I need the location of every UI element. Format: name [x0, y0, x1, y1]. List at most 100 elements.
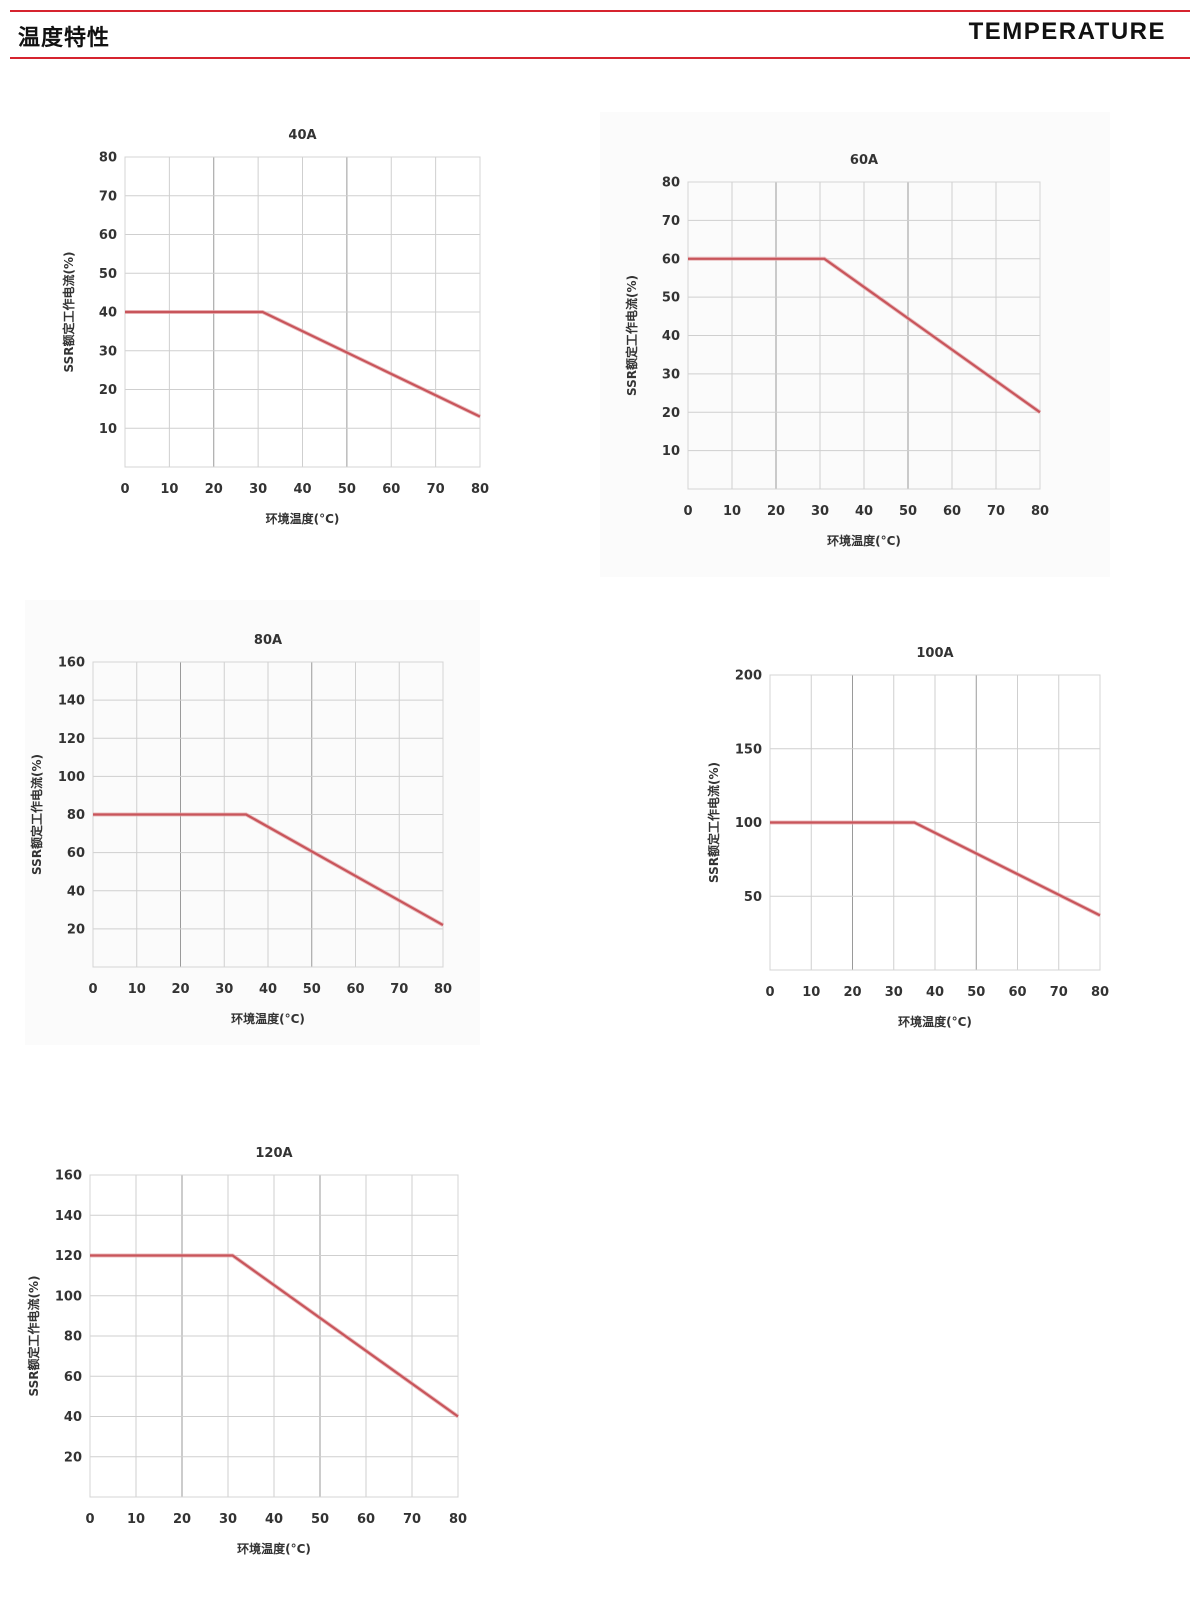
y-tick-label: 30: [99, 344, 117, 359]
x-tick-label: 80: [1091, 985, 1109, 1000]
y-axis-label: SSR额定工作电流(%): [26, 1276, 41, 1397]
chart-100a: 100A 50 100 150 200 0 10 20 30 40 50 60 70 80 环境温度(°C)…: [700, 635, 1130, 1045]
x-tick-label: 50: [311, 1512, 329, 1527]
x-tick-label: 50: [338, 482, 356, 497]
chart-title: 80A: [254, 633, 282, 648]
x-tick-label: 60: [1008, 985, 1026, 1000]
x-tick-label: 20: [205, 482, 223, 497]
x-tick-label: 40: [293, 482, 311, 497]
x-tick-label: 60: [382, 482, 400, 497]
header-bottom-rule: [10, 57, 1190, 59]
x-tick-label: 60: [943, 504, 961, 519]
y-tick-label: 60: [99, 228, 117, 243]
y-tick-label: 80: [99, 151, 117, 166]
x-tick-label: 10: [127, 1512, 145, 1527]
x-tick-label: 20: [843, 985, 861, 1000]
chart-background: [600, 112, 1110, 577]
chart-120a: 120A 20 40 60 80 100 120 140 160 0 10 20 30 40 50 60 70 8…: [20, 1135, 488, 1572]
plot-frame: [687, 181, 1041, 490]
x-tick-label: 30: [885, 985, 903, 1000]
chart-svg: 80A 20 40 60 80 100 120 140 160 0 10 20 30 40 50 60 70 80…: [25, 600, 480, 1045]
x-axis-label: 环境温度(°C): [231, 1011, 305, 1026]
page-title-chinese: 温度特性: [18, 26, 111, 51]
y-tick-label: 100: [55, 1289, 82, 1304]
y-tick-label: 100: [58, 770, 85, 785]
x-tick-label: 0: [765, 985, 774, 1000]
y-axis-label: SSR额定工作电流(%): [29, 754, 44, 875]
y-tick-label: 10: [662, 444, 680, 459]
y-tick-label: 60: [662, 252, 680, 267]
y-tick-label: 50: [99, 267, 117, 282]
x-tick-label: 30: [215, 982, 233, 997]
y-tick-label: 80: [64, 1330, 82, 1345]
x-tick-label: 70: [390, 982, 408, 997]
x-tick-label: 10: [723, 504, 741, 519]
series-line: [770, 821, 1101, 917]
x-tick-label: 0: [88, 982, 97, 997]
y-axis-label: SSR额定工作电流(%): [624, 275, 639, 396]
x-tick-label: 0: [120, 482, 129, 497]
x-tick-label: 30: [249, 482, 267, 497]
header-top-rule: [10, 10, 1190, 12]
x-tick-label: 80: [434, 982, 452, 997]
x-tick-label: 0: [85, 1512, 94, 1527]
chart-title: 100A: [916, 646, 953, 661]
chart-title: 60A: [850, 153, 878, 168]
chart-title: 120A: [255, 1146, 292, 1161]
y-tick-label: 20: [64, 1450, 82, 1465]
x-tick-label: 60: [346, 982, 364, 997]
y-tick-label: 60: [64, 1370, 82, 1385]
y-tick-label: 60: [67, 846, 85, 861]
y-tick-label: 40: [67, 884, 85, 899]
plot-frame: [89, 1174, 459, 1498]
x-tick-label: 50: [967, 985, 985, 1000]
y-tick-label: 40: [99, 306, 117, 321]
y-tick-label: 70: [662, 214, 680, 229]
x-tick-label: 50: [899, 504, 917, 519]
x-tick-label: 0: [683, 504, 692, 519]
x-tick-label: 30: [219, 1512, 237, 1527]
y-tick-label: 50: [744, 890, 762, 905]
chart-svg: 40A 10 20 30 40 50 60 70 80 0 10 20 30 40 50 60 70 80 环境温度…: [61, 128, 489, 526]
y-tick-label: 200: [735, 669, 762, 684]
x-tick-label: 30: [811, 504, 829, 519]
chart-svg: 60A 10 20 30 40 50 60 70 80 0 10 20 30 40 50 60 70 80 环境温度…: [600, 112, 1110, 577]
x-tick-label: 10: [128, 982, 146, 997]
x-tick-label: 70: [427, 482, 445, 497]
x-tick-label: 80: [471, 482, 489, 497]
series-line: [90, 1254, 459, 1418]
chart-svg: 120A 20 40 60 80 100 120 140 160 0 10 20 30 40 50 60 70 8…: [26, 1146, 467, 1556]
page-header: 温度特性 TEMPERATURE: [0, 0, 1200, 70]
x-tick-label: 10: [160, 482, 178, 497]
x-tick-label: 60: [357, 1512, 375, 1527]
x-tick-label: 50: [303, 982, 321, 997]
series-line: [688, 257, 1041, 414]
chart-60a: 60A 10 20 30 40 50 60 70 80 0 10 20 30 40 50 60 70 80 环境温度…: [600, 112, 1110, 577]
x-tick-label: 40: [259, 982, 277, 997]
y-tick-label: 10: [99, 422, 117, 437]
x-axis-label: 环境温度(°C): [898, 1014, 972, 1029]
y-tick-label: 140: [55, 1209, 82, 1224]
y-tick-label: 80: [662, 176, 680, 191]
y-tick-label: 20: [662, 406, 680, 421]
x-axis-label: 环境温度(°C): [237, 1541, 311, 1556]
y-tick-label: 70: [99, 189, 117, 204]
y-tick-label: 160: [55, 1169, 82, 1184]
y-tick-label: 100: [735, 816, 762, 831]
chart-title: 40A: [288, 128, 316, 143]
x-tick-label: 70: [1050, 985, 1068, 1000]
y-tick-label: 50: [662, 291, 680, 306]
x-tick-label: 70: [987, 504, 1005, 519]
x-tick-label: 10: [802, 985, 820, 1000]
x-tick-label: 80: [1031, 504, 1049, 519]
chart-40a: 40A 10 20 30 40 50 60 70 80 0 10 20 30 40 50 60 70 80 环境温度…: [50, 120, 510, 542]
y-tick-label: 20: [99, 383, 117, 398]
x-tick-label: 70: [403, 1512, 421, 1527]
x-tick-label: 20: [173, 1512, 191, 1527]
y-tick-label: 160: [58, 656, 85, 671]
chart-background: [25, 600, 480, 1045]
y-tick-label: 150: [735, 742, 762, 757]
x-tick-label: 40: [926, 985, 944, 1000]
chart-80a: 80A 20 40 60 80 100 120 140 160 0 10 20 30 40 50 60 70 80…: [25, 600, 480, 1045]
y-tick-label: 140: [58, 694, 85, 709]
